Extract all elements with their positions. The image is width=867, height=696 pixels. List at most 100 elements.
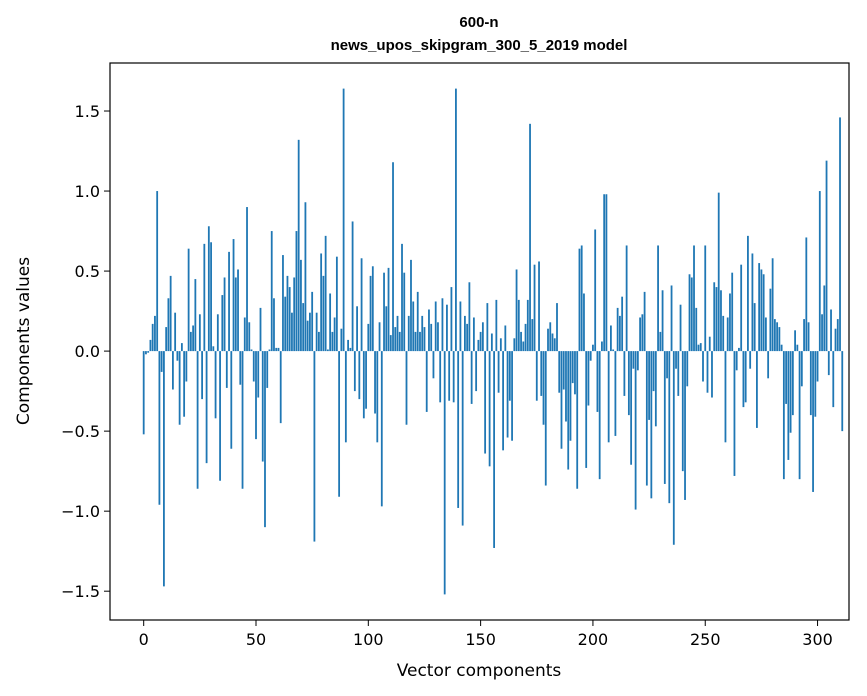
bar <box>207 226 210 352</box>
bar <box>266 351 269 388</box>
bar <box>841 351 844 432</box>
bar <box>502 351 504 451</box>
bar <box>807 322 810 352</box>
bar <box>547 328 549 352</box>
bar <box>495 299 498 352</box>
bar <box>551 333 554 352</box>
bar <box>625 245 628 352</box>
bar <box>443 351 446 595</box>
bar-series <box>142 88 844 595</box>
bar <box>479 331 482 352</box>
bar <box>764 317 767 352</box>
bar <box>324 235 327 352</box>
y-tick-label: 0.0 <box>75 342 100 361</box>
bar <box>782 351 785 480</box>
bar <box>297 139 300 352</box>
bar <box>657 245 659 352</box>
bar <box>722 315 725 352</box>
bar <box>172 351 174 390</box>
bar <box>670 285 673 352</box>
bar <box>459 301 462 352</box>
bar <box>562 351 565 390</box>
bar <box>250 349 253 352</box>
bar <box>457 351 460 508</box>
bar <box>374 351 376 414</box>
x-tick-label: 150 <box>465 630 496 649</box>
bar <box>286 275 289 352</box>
bar <box>544 351 547 486</box>
bar <box>715 287 718 352</box>
bar <box>410 259 412 352</box>
bar <box>753 303 756 352</box>
bar <box>383 272 385 352</box>
bar <box>464 315 466 352</box>
x-tick-label: 250 <box>690 630 721 649</box>
bar <box>396 315 399 352</box>
bar <box>717 192 720 352</box>
bar <box>677 351 680 396</box>
bar <box>461 351 464 526</box>
bar <box>733 351 736 476</box>
y-tick-label: −0.5 <box>61 422 100 441</box>
bar <box>524 323 527 352</box>
bar <box>353 351 356 392</box>
bar <box>598 351 601 480</box>
bar <box>228 251 230 352</box>
bar <box>192 325 195 352</box>
bar <box>255 351 257 440</box>
bar <box>724 351 727 443</box>
bar <box>533 264 536 352</box>
bar <box>616 307 619 352</box>
bar <box>183 351 186 417</box>
bar <box>358 351 361 400</box>
bar <box>684 351 686 500</box>
bar <box>394 327 397 352</box>
bar <box>219 351 221 481</box>
bar <box>565 351 567 422</box>
y-tick-label: 1.0 <box>75 182 100 201</box>
bar <box>311 291 314 352</box>
bar <box>481 322 484 352</box>
bar <box>821 314 823 352</box>
bar <box>758 263 761 352</box>
bar <box>583 293 585 352</box>
y-tick-label: −1.5 <box>61 582 100 601</box>
bar <box>540 351 543 396</box>
bar <box>569 351 572 441</box>
bar <box>275 347 278 352</box>
bar <box>322 275 325 352</box>
bar <box>320 253 323 352</box>
x-axis-label: Vector components <box>397 661 562 681</box>
bar <box>699 343 702 352</box>
bar <box>315 312 318 352</box>
bar <box>160 351 163 372</box>
bar <box>567 351 570 470</box>
bar <box>614 351 617 436</box>
bar <box>165 327 168 352</box>
bar <box>803 319 805 352</box>
bar <box>318 331 320 352</box>
bar <box>367 323 370 352</box>
bar <box>601 341 603 352</box>
bar <box>654 351 657 427</box>
bar <box>497 351 500 393</box>
bar <box>735 351 738 371</box>
bar <box>749 351 752 369</box>
bar <box>309 312 311 352</box>
bar <box>221 295 224 352</box>
bar <box>648 351 650 420</box>
bar <box>693 245 695 352</box>
bar <box>672 351 675 545</box>
bar <box>553 338 556 352</box>
bar <box>425 351 428 412</box>
bar <box>472 317 475 352</box>
bar <box>603 194 606 352</box>
bar <box>268 349 271 352</box>
bar <box>439 351 442 403</box>
bar <box>751 253 754 352</box>
bar <box>282 255 284 352</box>
bar <box>627 351 630 416</box>
bar <box>511 351 513 441</box>
bar <box>466 323 469 352</box>
